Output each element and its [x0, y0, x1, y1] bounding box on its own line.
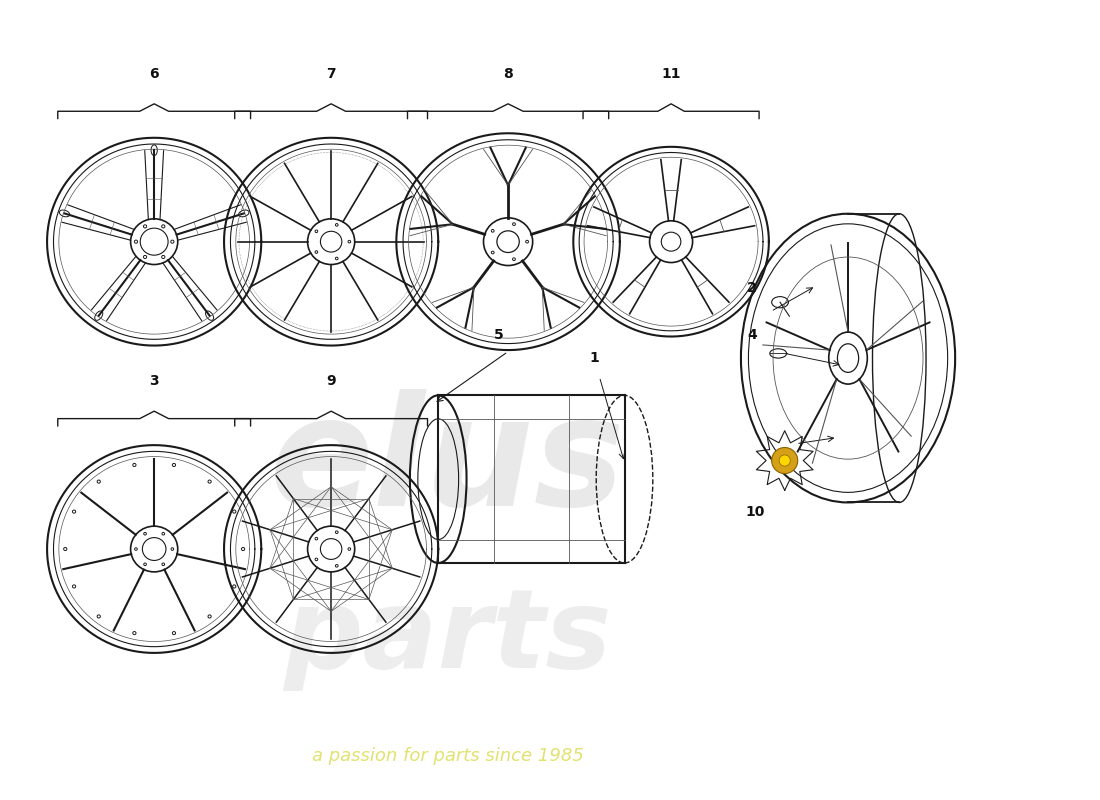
Text: 7: 7: [327, 67, 336, 81]
Text: 6: 6: [150, 67, 160, 81]
Text: 5: 5: [494, 328, 504, 342]
Text: 1: 1: [590, 351, 600, 365]
Text: 2: 2: [747, 282, 757, 295]
Text: 9: 9: [327, 374, 336, 388]
Circle shape: [772, 447, 798, 474]
Text: elus: elus: [270, 389, 626, 538]
Text: a passion for parts since 1985: a passion for parts since 1985: [311, 747, 583, 766]
Text: parts: parts: [284, 584, 612, 691]
Text: 10: 10: [745, 505, 764, 518]
Circle shape: [779, 455, 790, 466]
Text: 4: 4: [747, 328, 757, 342]
Text: 11: 11: [661, 67, 681, 81]
Text: 3: 3: [150, 374, 160, 388]
Text: 8: 8: [503, 67, 513, 81]
